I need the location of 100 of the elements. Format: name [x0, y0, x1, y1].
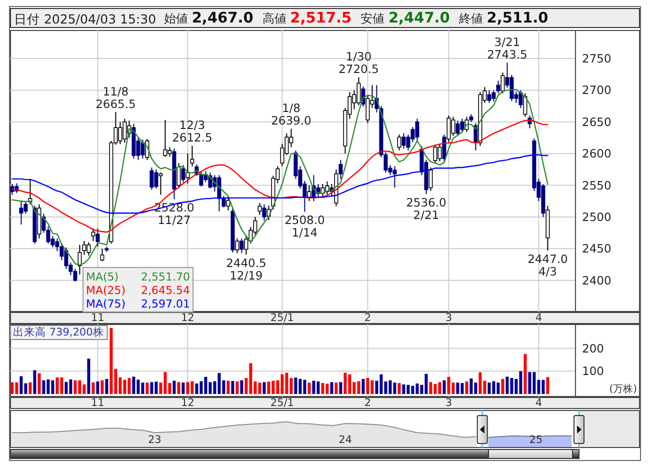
annotation: 2508.0 [284, 213, 325, 228]
bar [308, 382, 311, 394]
x-tick-label: 24 [338, 434, 352, 446]
annotation: 2665.5 [96, 96, 136, 111]
annotation: 2536.0 [406, 195, 446, 210]
x-tick-label: 3 [445, 397, 452, 409]
chart-title: 出来高 739,200株 [13, 326, 104, 338]
bar [38, 373, 41, 394]
bar [146, 382, 149, 394]
annotation: 2528.0 [154, 200, 194, 214]
bar [231, 380, 234, 394]
annotation: 1/8 [282, 101, 300, 116]
bar [10, 382, 14, 394]
bar [447, 376, 450, 394]
bar [105, 378, 108, 394]
y-tick-label: 2450 [582, 242, 612, 256]
panel-title: 出来高 739,200株 [10, 325, 108, 340]
bar [64, 382, 68, 394]
bar [74, 380, 77, 394]
bar [429, 382, 432, 394]
bar [524, 354, 527, 394]
bar [344, 372, 347, 394]
bar [172, 380, 176, 394]
annotation: 12/3 [179, 118, 206, 132]
x-tick-label: 25/1 [270, 312, 294, 324]
annotation: 11/27 [158, 212, 191, 227]
bar [334, 382, 338, 394]
bar [20, 376, 23, 394]
annotation: 2612.5 [172, 130, 212, 144]
bar [362, 378, 365, 394]
bar [506, 376, 509, 394]
bar [110, 328, 113, 394]
bar [465, 381, 468, 394]
annotation: 1/14 [292, 226, 318, 240]
x-tick-label: 11 [91, 312, 104, 324]
bar [150, 382, 154, 394]
annotation: 12/19 [230, 268, 263, 282]
annotation: 2743.5 [487, 47, 528, 62]
y-tick-label: 2700 [582, 83, 612, 98]
annotation: 1/30 [346, 49, 372, 64]
x-tick-label: 2 [364, 397, 372, 409]
x-tick-label: 4 [535, 312, 542, 324]
bar [226, 380, 230, 394]
bar [42, 380, 46, 394]
y-tick-label: 200 [582, 341, 604, 356]
bar [33, 370, 36, 394]
bar [321, 383, 324, 394]
bar [330, 382, 334, 394]
annotation: 4/3 [538, 264, 557, 278]
bar [87, 358, 90, 394]
y-tick-label: 2550 [582, 178, 612, 192]
bar [96, 381, 100, 394]
y-axis-title: (万株) [609, 382, 638, 394]
annotation: 2720.5 [338, 62, 379, 76]
bar [267, 382, 270, 394]
x-tick-label: 4 [535, 397, 542, 409]
bar [236, 381, 239, 394]
annotation: 2639.0 [271, 114, 312, 128]
x-tick-label: 25/1 [270, 397, 294, 409]
bar [528, 372, 532, 394]
annotation: 11/8 [102, 84, 129, 98]
header: 日付 2025/04/03 15:30 始値 2,467.0 高値 2,517.5 安値 2,447.0 終値 2,511.0 [10, 8, 640, 28]
bar [177, 382, 180, 394]
bar [182, 382, 185, 394]
y-tick-label: 2400 [582, 273, 612, 288]
bar [262, 382, 266, 394]
bar [339, 382, 342, 394]
bar [470, 378, 473, 394]
series-names: MA(5) 2,551.70 MA(25) 2,645.54 MA(75) 2,597.01 [82, 267, 194, 312]
bar [186, 382, 190, 394]
y-tick-label: 2750 [582, 52, 612, 66]
bar [366, 378, 370, 394]
bar [100, 380, 104, 394]
x-tick-label: 12 [181, 312, 194, 324]
bar [398, 383, 401, 394]
bar [312, 380, 316, 394]
x-tick-label: 11 [91, 397, 104, 409]
bar [294, 378, 298, 394]
bar [132, 376, 136, 394]
chart-title: 日付 2025/04/03 15:30 [14, 11, 156, 26]
bar [56, 377, 59, 394]
annotation: 2447.0 [528, 252, 568, 266]
bar [546, 377, 550, 394]
bar [442, 380, 446, 394]
y-tick-label: 2600 [582, 146, 612, 161]
bar [240, 380, 244, 394]
bar [456, 382, 460, 394]
bar [501, 378, 504, 394]
x-tick-label: 2 [364, 312, 372, 324]
bar [488, 382, 491, 394]
annotation: 2/21 [413, 208, 440, 222]
annotation: 3/21 [494, 34, 520, 49]
bar [478, 372, 482, 394]
bar [195, 383, 198, 394]
bar [92, 382, 95, 394]
annotation: 2440.5 [226, 256, 266, 270]
y-tick-label: 2650 [582, 114, 612, 129]
x-tick-label: 3 [445, 312, 452, 324]
bar [402, 384, 406, 394]
x-tick-label: 25 [529, 434, 543, 446]
